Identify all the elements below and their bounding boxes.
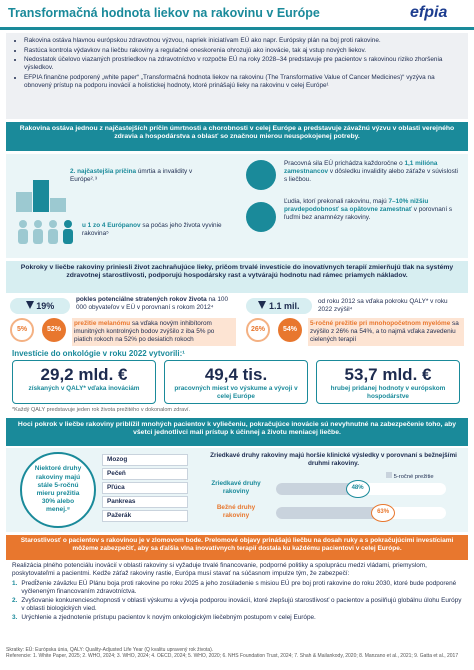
bullet: Rastúca kontrola výdavkov na liečbu rako…: [24, 47, 462, 55]
organ-list: Mozog Pečeň Pľúca Pankreas Pažerák: [102, 454, 188, 524]
call-text: Zvyšovanie konkurencieschopnosti v oblas…: [21, 597, 462, 612]
stat-value: 53,7 mld. €: [344, 365, 432, 384]
stat-pill: 19%: [10, 298, 70, 314]
text: v dôsledku invalidity alebo záťaže v súv…: [284, 168, 458, 183]
burden: 2. najčastejšia príčina úmrtia a invalid…: [6, 154, 468, 258]
text: sa počas jeho života vyvinie rakovina⁵: [82, 222, 222, 237]
text: sa zvýšilo z 26% na 54%, a to najmä vďak…: [310, 320, 459, 343]
organ: Mozog: [102, 454, 188, 466]
bar-value-label: 48%: [345, 480, 370, 498]
call-item: 1. Predĺženie záväzku EÚ Plánu boja proti…: [12, 580, 462, 596]
stat-text: prežitie melanómu: [74, 320, 131, 327]
footnote: *Každý QALY predstavuje jeden rok života…: [12, 407, 191, 413]
stat-box: 29,2 mld. € získaných v QALY* vďaka inová…: [12, 360, 156, 404]
stat-from: 5%: [10, 318, 34, 342]
banner: Rakovina ostáva jednou z najčastejších p…: [6, 122, 468, 151]
call: Realizácia plného potenciálu inovácií v …: [12, 562, 462, 623]
rule: [0, 27, 474, 30]
bar: [276, 507, 384, 519]
call-text: Predĺženie záväzku EÚ Plánu boja proti r…: [21, 580, 457, 595]
stat: u 1 zo 4 Európanov: [82, 222, 141, 229]
text: v porovnaní s ľuďmi bez anamnézy rakovin…: [284, 206, 453, 221]
call-item: 3. Urýchlenie a zjednotenie prístupu paci…: [12, 614, 462, 622]
banner: Hoci pokrok v liečbe rakoviny priblížil …: [6, 418, 468, 446]
references: Referencie: 1. White Paper, 2025; 2. WHO…: [6, 653, 459, 660]
stat-to: 54%: [278, 318, 302, 342]
icon: [246, 202, 276, 232]
stat: 2. najčastejšia príčina: [70, 168, 137, 175]
stat-from: 26%: [246, 318, 270, 342]
organ: Pľúca: [102, 482, 188, 494]
bar-chart: Zriedkavé druhy rakoviny 48% Bežné druhy r…: [206, 480, 464, 530]
stat-text: pokles potenciálne stratených rokov živo…: [76, 296, 207, 303]
stat: 1.1 mil.: [269, 301, 300, 311]
title: Transformačná hodnota liekov na rakovinu…: [8, 6, 320, 20]
bullet: Nedostatok účelovo viazaných prostriedko…: [24, 56, 462, 72]
investment: 29,2 mld. € získaných v QALY* vďaka inová…: [12, 360, 462, 404]
stat-box: 53,7 mld. € hrubej pridanej hodnoty v eur…: [316, 360, 460, 404]
bullet: EFPIA finančne podporený „white paper“ „…: [24, 74, 462, 90]
stat-value: 29,2 mld. €: [40, 365, 128, 384]
call-list: 1. Predĺženie záväzku EÚ Plánu boja proti…: [12, 580, 462, 622]
abbreviations: Skratky: EÚ: Európska únia, QALY: Qualit…: [6, 647, 214, 653]
icon: [246, 160, 276, 190]
text: od roku 2012 sa vďaka pokroku QALY* v ro…: [318, 298, 448, 313]
bar: [276, 483, 358, 495]
stat-text: pracovných miest vo výskume a vývoji v c…: [174, 385, 298, 401]
bullet-list: Rakovina ostáva hlavnou európskou zdravo…: [12, 37, 462, 90]
stat: 1,1 milióna zamestnancov: [284, 160, 438, 175]
call-number: 2.: [12, 597, 18, 604]
call-number: 1.: [12, 580, 18, 587]
bullet: Rakovina ostáva hlavnou európskou zdravo…: [24, 37, 462, 45]
text: Realizácia plného potenciálu inovácií v …: [12, 562, 427, 577]
bar-value-label: 63%: [371, 504, 396, 522]
legend-label: 5-ročné prežitie: [393, 474, 434, 480]
unmet-need: Niektoré druhy rakoviny majú stále 5-roč…: [6, 448, 468, 532]
organ: Pečeň: [102, 468, 188, 480]
stat-value: 49,4 tis.: [204, 365, 268, 384]
banner: Pokroky v liečbe rakoviny priniesli živo…: [6, 261, 468, 293]
stat-text: hrubej pridanej hodnoty v európskom hosp…: [330, 385, 446, 401]
stat-text: získaných v QALY* vďaka inováciám: [28, 385, 140, 393]
stat-text: 5-ročné prežitie pri mnohopočetnom myeló…: [310, 320, 451, 327]
bar-label: Bežné druhy rakoviny: [216, 504, 256, 519]
stat-to: 52%: [42, 318, 66, 342]
stat-box: 49,4 tis. pracovných miest vo výskume a v…: [164, 360, 308, 404]
text: úmrtia a invalidity v Európe²˒³: [70, 168, 193, 183]
call-item: 2. Zvyšovanie konkurencieschopnosti v obl…: [12, 597, 462, 613]
text: na 100 000 obyvateľov v EÚ v porovnaní s…: [76, 296, 229, 311]
sources: Skratky: EÚ: Európska únia, QALY: Qualit…: [6, 647, 468, 660]
heading: Zriedkavé druhy rakoviny majú horšie kli…: [210, 452, 457, 467]
stat: 7–10% nižšiu pravdepodobnosť sa opätovne…: [284, 198, 429, 213]
stat: 19%: [36, 301, 55, 311]
progress: 19% pokles potenciálne stratených rokov …: [6, 296, 468, 346]
organ: Pankreas: [102, 496, 188, 508]
heading: Investície do onkológie v roku 2022 vytv…: [12, 349, 185, 358]
text: Pracovná sila EÚ prichádza každoročne o: [284, 160, 403, 167]
low-survival-text: Niektoré druhy rakoviny majú stále 5-roč…: [20, 452, 96, 528]
text: sa vďaka novým inhibítorom imunitných ko…: [74, 320, 215, 343]
banner: Starostlivosť o pacientov s rakovinou je…: [6, 535, 468, 560]
podium: [16, 180, 66, 212]
people-icon: [18, 220, 73, 244]
call-number: 3.: [12, 614, 18, 621]
legend: 5-ročné prežitie: [386, 472, 434, 481]
logo: efpia: [410, 4, 448, 21]
intro: Rakovina ostáva hlavnou európskou zdravo…: [6, 33, 468, 119]
call-text: Urýchlenie a zjednotenie prístupu pacien…: [21, 614, 316, 621]
stat-pill: 1.1 mil.: [246, 298, 312, 314]
bar-label: Zriedkavé druhy rakoviny: [211, 480, 261, 495]
text: Ľudia, ktorí prekonali rakovinu, majú: [284, 198, 387, 205]
organ: Pažerák: [102, 510, 188, 522]
